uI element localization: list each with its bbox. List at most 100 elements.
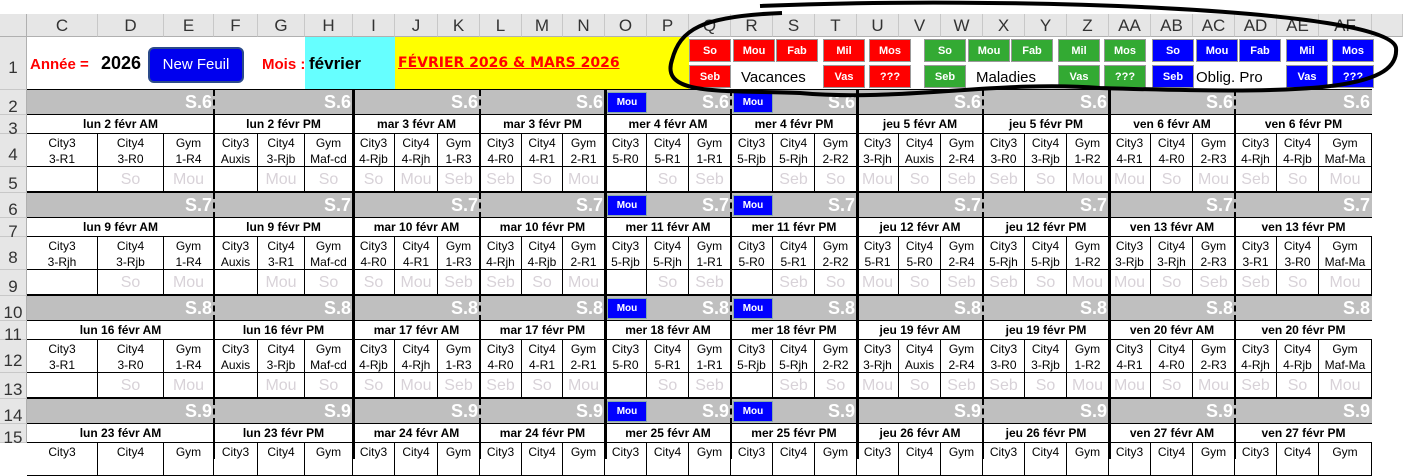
slot-person[interactable]: So [1151, 167, 1193, 193]
slot-cell[interactable]: City4 [1025, 443, 1067, 476]
slot-cell[interactable]: City4 3-R0 [98, 340, 164, 373]
slot-person[interactable]: Mou [563, 270, 605, 296]
slot-cell[interactable]: City4 3-Rjb [258, 134, 305, 167]
select-all-corner[interactable] [0, 14, 27, 37]
legend-mil-button[interactable]: Mil [823, 39, 865, 62]
slot-cell[interactable]: City4 [522, 443, 563, 476]
column-header-s[interactable]: S [773, 14, 815, 37]
slot-cell[interactable]: City4 5-R1 [647, 340, 689, 373]
slot-cell[interactable]: City3 3-R1 [27, 134, 98, 167]
slot-person[interactable]: Mou [563, 373, 605, 399]
slot-cell[interactable]: City3 3-Rjh [857, 340, 899, 373]
slot-person[interactable]: So [1025, 167, 1067, 193]
slot-person[interactable]: Mou [1319, 270, 1372, 296]
slot-cell[interactable]: Gym 1-R1 [689, 237, 731, 270]
mois-cell[interactable] [305, 37, 395, 90]
slot-cell[interactable]: City4 4-R1 [395, 237, 438, 270]
slot-cell[interactable]: Gym Maf-Ma [1319, 237, 1372, 270]
slot-person[interactable]: Seb [438, 270, 480, 296]
column-header-af[interactable]: AF [1319, 14, 1372, 37]
slot-person[interactable]: So [305, 373, 353, 399]
row-header-13[interactable]: 13 [0, 373, 27, 399]
slot-cell[interactable]: City4 4-R0 [1151, 340, 1193, 373]
slot-cell[interactable]: Gym 2-R1 [563, 340, 605, 373]
column-header-g[interactable]: G [258, 14, 305, 37]
slot-person[interactable] [27, 373, 98, 399]
slot-cell[interactable]: Gym Maf-Ma [1319, 340, 1372, 373]
slot-cell[interactable]: Gym [1067, 443, 1109, 476]
slot-cell[interactable]: City4 3-R1 [258, 237, 305, 270]
column-header-u[interactable]: U [857, 14, 899, 37]
slot-cell[interactable]: City4 4-Rjh [395, 340, 438, 373]
slot-cell[interactable]: City3 3-R1 [1235, 237, 1277, 270]
slot-person[interactable]: Seb [438, 167, 480, 193]
slot-cell[interactable]: City3 Auxis [214, 237, 258, 270]
slot-cell[interactable]: Gym 2-R3 [1193, 340, 1235, 373]
slot-cell[interactable]: City4 5-Rjh [773, 134, 815, 167]
slot-cell[interactable]: City3 [214, 443, 258, 476]
slot-cell[interactable]: City4 4-Rjb [1277, 340, 1319, 373]
slot-cell[interactable]: City3 4-Rjh [480, 237, 522, 270]
slot-cell[interactable]: City3 4-Rjb [353, 340, 395, 373]
slot-person[interactable]: Seb [983, 167, 1025, 193]
slot-person[interactable]: Mou [563, 167, 605, 193]
slot-person[interactable]: Mou [395, 270, 438, 296]
slot-person[interactable]: Mou [1109, 373, 1151, 399]
slot-cell[interactable]: City3 5-Rjb [605, 237, 647, 270]
slot-cell[interactable]: City4 5-Rjh [647, 237, 689, 270]
slot-person[interactable]: Seb [480, 167, 522, 193]
slot-cell[interactable]: City4 4-Rjb [522, 237, 563, 270]
legend-mil-button[interactable]: Mil [1286, 39, 1328, 62]
slot-cell[interactable]: City3 3-R1 [27, 340, 98, 373]
slot-person[interactable]: Mou [395, 373, 438, 399]
column-header-e[interactable]: E [164, 14, 214, 37]
column-header-ac[interactable]: AC [1193, 14, 1235, 37]
slot-person[interactable]: So [1025, 373, 1067, 399]
slot-cell[interactable]: City4 [899, 443, 941, 476]
column-header-n[interactable]: N [563, 14, 605, 37]
slot-cell[interactable]: Gym 1-R4 [164, 134, 214, 167]
slot-person[interactable] [27, 270, 98, 296]
slot-person[interactable]: So [98, 167, 164, 193]
legend-mos-button[interactable]: Mos [869, 39, 911, 62]
slot-person[interactable]: So [1277, 167, 1319, 193]
slot-cell[interactable]: City4 Auxis [899, 340, 941, 373]
slot-cell[interactable]: City3 4-Rjh [1235, 340, 1277, 373]
column-header-z[interactable]: Z [1067, 14, 1109, 37]
slot-person[interactable]: Seb [941, 270, 983, 296]
legend-mou-button[interactable]: Mou [968, 39, 1010, 62]
slot-person[interactable]: Seb [1235, 167, 1277, 193]
slot-cell[interactable]: City4 5-R1 [773, 237, 815, 270]
slot-person[interactable]: Seb [689, 270, 731, 296]
row-header-8[interactable]: 8 [0, 237, 27, 270]
slot-cell[interactable]: City3 5-Rjh [983, 237, 1025, 270]
row-header-9[interactable]: 9 [0, 270, 27, 296]
slot-cell[interactable]: City4 4-R0 [1151, 134, 1193, 167]
legend-vas-button[interactable]: Vas [823, 65, 865, 88]
row-header-7[interactable]: 7 [0, 218, 27, 241]
slot-person[interactable] [214, 270, 258, 296]
slot-person[interactable]: Seb [941, 167, 983, 193]
week-marker-button-r[interactable]: Mou [733, 401, 773, 422]
slot-cell[interactable]: Gym Maf-cd [305, 237, 353, 270]
slot-cell[interactable]: Gym [305, 443, 353, 476]
column-header-k[interactable]: K [438, 14, 480, 37]
slot-cell[interactable]: City3 3-R0 [983, 340, 1025, 373]
slot-cell[interactable]: Gym Maf-cd [305, 134, 353, 167]
slot-person[interactable]: So [899, 373, 941, 399]
slot-cell[interactable]: Gym Maf-Ma [1319, 134, 1372, 167]
legend-vas-button[interactable]: Vas [1058, 65, 1100, 88]
slot-person[interactable]: Seb [689, 167, 731, 193]
slot-person[interactable]: So [647, 167, 689, 193]
slot-cell[interactable]: Gym 1-R3 [438, 340, 480, 373]
slot-cell[interactable]: Gym [1319, 443, 1372, 476]
row-header-11[interactable]: 11 [0, 321, 27, 344]
column-header-ad[interactable]: AD [1235, 14, 1277, 37]
slot-cell[interactable]: City3 Auxis [214, 134, 258, 167]
slot-cell[interactable]: City3 [983, 443, 1025, 476]
slot-cell[interactable]: Gym [689, 443, 731, 476]
legend-mil-button[interactable]: Mil [1058, 39, 1100, 62]
column-header-ae[interactable]: AE [1277, 14, 1319, 37]
slot-person[interactable]: Mou [1067, 270, 1109, 296]
slot-cell[interactable]: Gym 2-R2 [815, 134, 857, 167]
